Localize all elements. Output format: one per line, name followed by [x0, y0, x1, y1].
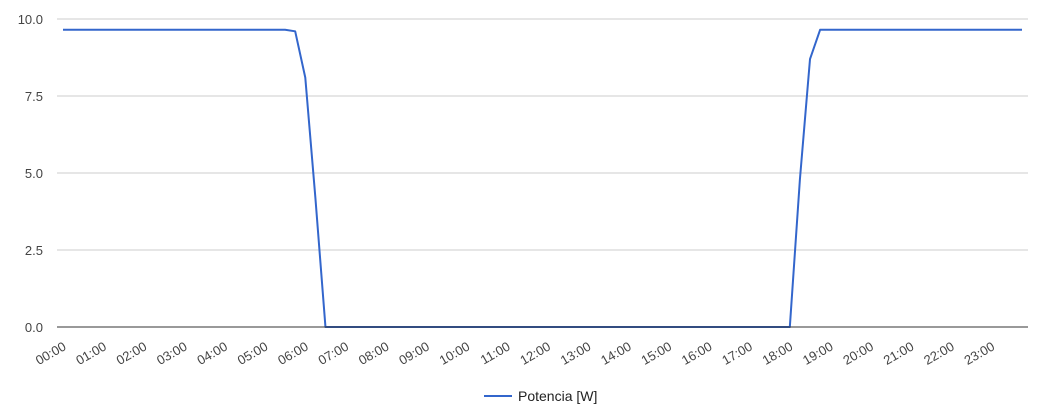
x-tick-label: 06:00 — [275, 339, 311, 368]
x-tick-label: 11:00 — [478, 339, 513, 368]
y-tick-label: 0.0 — [25, 320, 43, 335]
x-tick-label: 12:00 — [517, 339, 553, 368]
x-axis-tick-labels: 00:00 01:00 02:00 03:00 04:00 05:00 06:00 07:00… — [33, 339, 997, 368]
x-tick-label: 08:00 — [356, 339, 392, 368]
x-tick-label: 21:00 — [881, 339, 917, 368]
x-tick-label: 03:00 — [154, 339, 190, 368]
x-tick-label: 22:00 — [921, 339, 957, 368]
x-tick-label: 07:00 — [315, 339, 351, 368]
y-axis-tick-labels: 0.0 2.5 5.0 7.5 10.0 — [18, 12, 43, 335]
x-tick-label: 14:00 — [598, 339, 634, 368]
x-tick-label: 23:00 — [962, 339, 998, 368]
x-tick-label: 16:00 — [679, 339, 715, 368]
x-tick-label: 01:00 — [73, 339, 109, 368]
x-tick-label: 04:00 — [194, 339, 230, 368]
y-tick-label: 10.0 — [18, 12, 43, 27]
x-tick-label: 05:00 — [235, 339, 271, 368]
x-tick-label: 10:00 — [437, 339, 473, 368]
x-tick-label: 17:00 — [719, 339, 755, 368]
x-tick-label: 18:00 — [760, 339, 796, 368]
x-tick-label: 19:00 — [800, 339, 836, 368]
series-line-potencia[interactable] — [63, 28, 1022, 328]
x-tick-label: 02:00 — [114, 339, 150, 368]
y-tick-label: 7.5 — [25, 89, 43, 104]
y-tick-label: 2.5 — [25, 243, 43, 258]
legend[interactable]: Potencia [W] — [484, 388, 597, 404]
y-tick-label: 5.0 — [25, 166, 43, 181]
x-tick-label: 13:00 — [558, 339, 594, 368]
series-group — [63, 28, 1022, 328]
legend-label-potencia: Potencia [W] — [518, 388, 597, 404]
x-tick-label: 20:00 — [840, 339, 876, 368]
x-tick-label: 09:00 — [396, 339, 432, 368]
x-tick-label: 00:00 — [33, 339, 69, 368]
x-tick-label: 15:00 — [638, 339, 674, 368]
gridlines — [57, 18, 1028, 251]
